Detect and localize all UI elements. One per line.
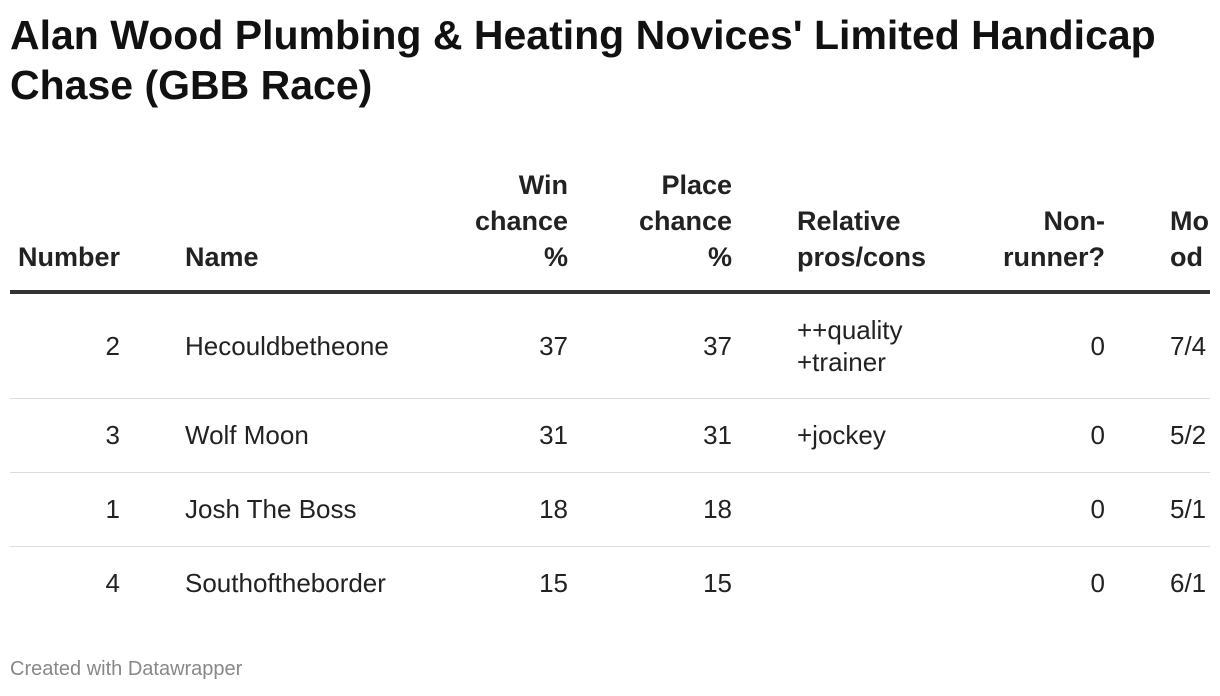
- row-rule: [10, 398, 1210, 399]
- cell: Josh The Boss: [185, 472, 435, 546]
- cell: Hecouldbetheone: [185, 294, 435, 398]
- cell: +jockey: [797, 398, 967, 472]
- cell: 18: [600, 472, 732, 546]
- row-rule: [10, 472, 1210, 473]
- cell: 15: [600, 546, 732, 620]
- column-header: Mo od: [1170, 203, 1210, 275]
- cell-text: Place: [661, 170, 732, 200]
- cell: 31: [600, 398, 732, 472]
- cell-text: %: [707, 242, 732, 272]
- cell: 37: [600, 294, 732, 398]
- cell-text: 0: [1090, 568, 1105, 598]
- cell-text: 0: [1090, 494, 1105, 524]
- header-rule: [10, 290, 1210, 294]
- cell-text: 0: [1090, 420, 1105, 450]
- cell-text: 5/1: [1170, 494, 1207, 524]
- cell-text: Hecouldbetheone: [185, 331, 389, 361]
- cell: 0: [960, 294, 1105, 398]
- cell-text: 5/2: [1170, 420, 1207, 450]
- cell-text: +trainer: [797, 347, 886, 377]
- cell-text: %: [543, 242, 568, 272]
- cell: 5/2: [1170, 398, 1210, 472]
- cell-text: 31: [539, 420, 568, 450]
- cell: 1: [10, 472, 120, 546]
- cell: 0: [960, 398, 1105, 472]
- cell-text: chance: [638, 206, 732, 236]
- cell-text: 4: [105, 568, 120, 598]
- column-header: Name: [185, 239, 435, 275]
- cell-text: 7/4: [1170, 331, 1207, 361]
- cell: 15: [440, 546, 568, 620]
- title: Alan Wood Plumbing & Heating Novices' Li…: [10, 12, 1156, 108]
- cell: 0: [960, 472, 1105, 546]
- cell: Wolf Moon: [185, 398, 435, 472]
- cell: 6/1: [1170, 546, 1210, 620]
- cell-text: Number: [17, 242, 120, 272]
- cell: ++quality +trainer: [797, 294, 967, 398]
- cell-text: 37: [539, 331, 568, 361]
- column-header: Place chance%: [600, 167, 732, 275]
- column-header: Number: [10, 239, 120, 275]
- cell: Southoftheborder: [185, 546, 435, 620]
- cell-text: 0: [1090, 331, 1105, 361]
- cell: 37: [440, 294, 568, 398]
- cell-text: 2: [105, 331, 120, 361]
- column-header: Relative pros/cons: [797, 203, 967, 275]
- cell-text: runner?: [1002, 242, 1105, 272]
- cell: 5/1: [1170, 472, 1210, 546]
- cell-text: chance: [474, 206, 568, 236]
- cell-text: 1: [105, 494, 120, 524]
- cell: 0: [960, 546, 1105, 620]
- cell: 3: [10, 398, 120, 472]
- cell: 18: [440, 472, 568, 546]
- column-header: Non-runner?: [960, 203, 1105, 275]
- cell-text: Southoftheborder: [185, 568, 386, 598]
- row-rule: [10, 546, 1210, 547]
- credit: Created with Datawrapper: [10, 658, 243, 680]
- cell-text: Relative: [797, 206, 901, 236]
- cell-text: ++quality: [797, 315, 903, 345]
- cell-text: Mo: [1170, 206, 1209, 236]
- cell-text: 18: [539, 494, 568, 524]
- cell-text: Josh The Boss: [185, 494, 357, 524]
- cell-text: pros/cons: [797, 242, 927, 272]
- cell-text: 31: [703, 420, 732, 450]
- cell-text: 18: [703, 494, 732, 524]
- cell: 7/4: [1170, 294, 1210, 398]
- cell-text: Name: [185, 242, 259, 272]
- cell-text: 37: [703, 331, 732, 361]
- cell-text: 15: [703, 568, 732, 598]
- cell-text: 15: [539, 568, 568, 598]
- cell-text: 6/1: [1170, 568, 1207, 598]
- cell: 31: [440, 398, 568, 472]
- cell-text: 3: [105, 420, 120, 450]
- cell: 2: [10, 294, 120, 398]
- cell-text: +jockey: [797, 420, 886, 450]
- cell: 4: [10, 546, 120, 620]
- cell-text: od: [1170, 242, 1203, 272]
- cell-text: Win: [518, 170, 568, 200]
- cell-text: Non-: [1043, 206, 1105, 236]
- cell-text: Wolf Moon: [185, 420, 309, 450]
- column-header: Win chance%: [440, 167, 568, 275]
